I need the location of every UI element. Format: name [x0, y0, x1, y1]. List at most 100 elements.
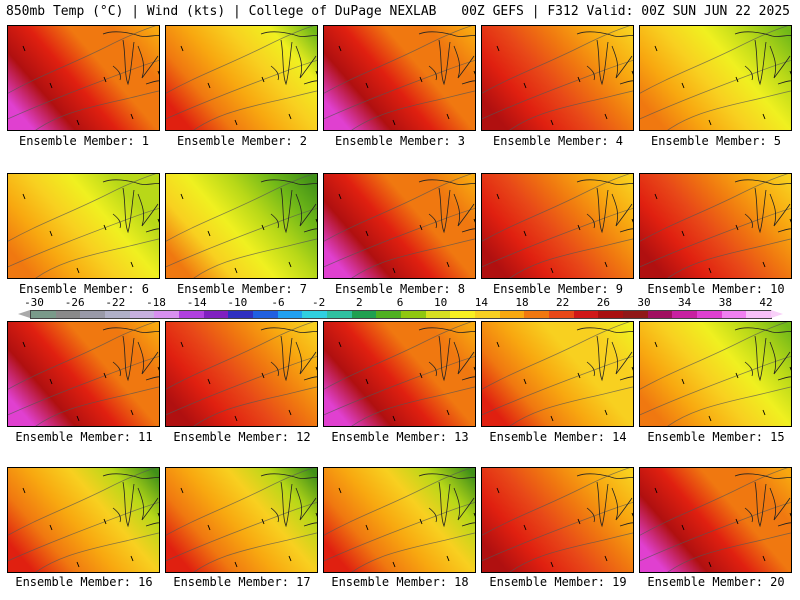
wind-barb — [22, 45, 26, 52]
wind-barb — [234, 119, 238, 126]
isotherm-contour — [193, 386, 317, 426]
wind-barb — [604, 113, 608, 120]
isotherm-contour — [324, 322, 472, 390]
great-lakes-outline — [102, 31, 159, 86]
colorbar-segment — [697, 311, 722, 318]
isotherm-contour — [8, 59, 159, 120]
ensemble-map-panel — [7, 173, 160, 279]
temperature-map — [482, 322, 633, 426]
ensemble-member-label: Ensemble Member: 9 — [492, 282, 624, 296]
wind-barb — [708, 119, 712, 126]
wind-barb — [365, 524, 369, 531]
wind-barb — [577, 372, 581, 379]
temperature-field — [166, 26, 317, 130]
wind-barb — [681, 230, 685, 237]
isotherm-contour — [193, 532, 317, 572]
wind-barb — [49, 524, 53, 531]
colorbar-segment — [351, 311, 377, 318]
ensemble-map-panel — [7, 321, 160, 427]
wind-barb — [130, 555, 134, 562]
temperature-map — [640, 468, 791, 572]
isotherm-contour — [482, 59, 633, 120]
ensemble-map-panel — [165, 467, 318, 573]
wind-barb — [654, 341, 658, 348]
ensemble-member-label: Ensemble Member: 12 — [173, 430, 311, 444]
temperature-map — [640, 322, 791, 426]
temperature-field — [324, 26, 475, 130]
wind-barb — [207, 82, 211, 89]
ensemble-member-label: Ensemble Member: 19 — [489, 575, 627, 589]
wind-barb — [234, 267, 238, 274]
isotherm-contour — [166, 59, 317, 120]
colorbar-high-arrow — [771, 310, 783, 318]
ensemble-member-label: Ensemble Member: 10 — [647, 282, 785, 296]
wind-barb — [577, 224, 581, 231]
wind-barb — [76, 267, 80, 274]
isotherm-contour — [640, 501, 791, 562]
wind-barb — [103, 76, 107, 83]
wind-barb — [419, 518, 423, 525]
temperature-map — [324, 468, 475, 572]
wind-barb — [681, 82, 685, 89]
wind-barb — [631, 512, 633, 517]
isotherm-contour — [8, 355, 159, 416]
wind-barb — [708, 561, 712, 568]
wind-barb — [392, 561, 396, 568]
colorbar-segment — [80, 311, 106, 318]
wind-barb — [473, 512, 475, 517]
colorbar-tick-label: -2 — [312, 296, 326, 309]
wind-barb — [473, 218, 475, 223]
temperature-field — [166, 174, 317, 278]
colorbar-segment — [598, 311, 624, 318]
great-lakes-outline — [734, 31, 791, 86]
great-lakes-outline — [102, 473, 159, 528]
wind-barb — [288, 261, 292, 268]
ensemble-member-label: Ensemble Member: 17 — [173, 575, 311, 589]
ensemble-map-panel — [481, 321, 634, 427]
colorbar-tick-label: 34 — [678, 296, 692, 309]
isotherm-contour — [324, 174, 472, 242]
colorbar-segment — [327, 311, 352, 318]
isotherm-contour — [509, 238, 633, 278]
wind-barb — [22, 341, 26, 348]
isotherm-contour — [8, 501, 159, 562]
isotherm-contour — [509, 386, 633, 426]
wind-barb — [315, 218, 317, 223]
wind-barb — [496, 487, 500, 494]
isotherm-contour — [640, 174, 788, 242]
ensemble-member-label: Ensemble Member: 4 — [492, 134, 624, 148]
great-lakes-outline — [734, 327, 791, 382]
wind-barb — [550, 267, 554, 274]
great-lakes-outline — [418, 473, 475, 528]
wind-barb — [789, 366, 791, 371]
temperature-field — [482, 468, 633, 572]
temperature-field — [324, 468, 475, 572]
isotherm-contour — [482, 501, 633, 562]
ensemble-member-label: Ensemble Member: 15 — [647, 430, 785, 444]
isotherm-contour — [166, 26, 314, 94]
wind-barb — [103, 224, 107, 231]
isotherm-contour — [166, 322, 314, 390]
temperature-field — [640, 468, 791, 572]
isotherm-contour — [640, 322, 788, 390]
wind-barb — [550, 561, 554, 568]
isotherm-contour — [640, 355, 791, 416]
wind-barb — [180, 487, 184, 494]
ensemble-map-panel — [639, 467, 792, 573]
temperature-map — [166, 26, 317, 130]
wind-barb — [76, 119, 80, 126]
wind-barb — [789, 218, 791, 223]
colorbar-segment — [721, 311, 747, 318]
isotherm-contour — [509, 90, 633, 130]
colorbar-segment — [203, 311, 229, 318]
temperature-field — [640, 322, 791, 426]
colorbar-tick-label: 18 — [515, 296, 529, 309]
wind-barb — [207, 524, 211, 531]
colorbar-tick-label: 14 — [474, 296, 488, 309]
isotherm-contour — [351, 238, 475, 278]
isotherm-contour — [8, 174, 156, 242]
wind-barb — [365, 82, 369, 89]
colorbar-segment — [450, 311, 476, 318]
colorbar-segment — [549, 311, 574, 318]
great-lakes-outline — [734, 473, 791, 528]
